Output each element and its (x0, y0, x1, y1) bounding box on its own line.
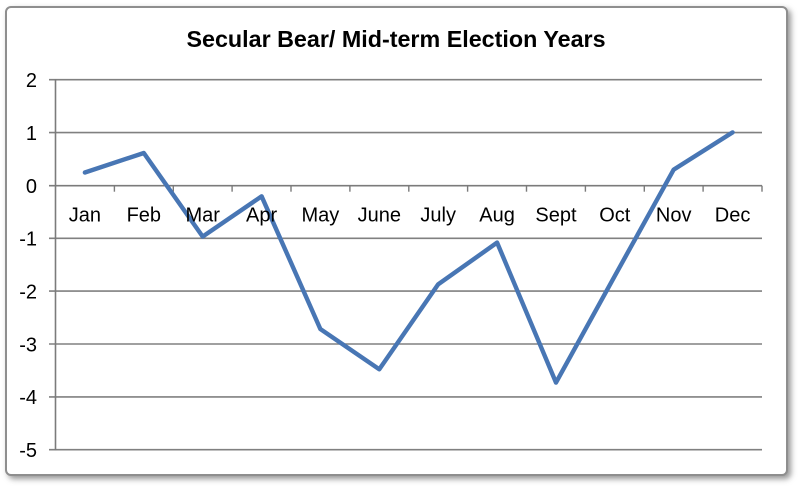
svg-text:-5: -5 (19, 440, 37, 462)
svg-text:-4: -4 (19, 387, 37, 409)
svg-text:Dec: Dec (715, 205, 751, 227)
svg-text:Feb: Feb (127, 205, 161, 227)
svg-text:June: June (358, 205, 401, 227)
svg-text:Aug: Aug (479, 205, 515, 227)
svg-text:-3: -3 (19, 334, 37, 356)
svg-text:1: 1 (26, 123, 37, 145)
svg-text:May: May (302, 205, 340, 227)
svg-text:2: 2 (26, 70, 37, 92)
svg-text:-2: -2 (19, 281, 37, 303)
svg-text:Mar: Mar (185, 205, 220, 227)
svg-text:0: 0 (26, 176, 37, 198)
svg-text:Apr: Apr (246, 205, 277, 227)
svg-text:Sept: Sept (535, 205, 577, 227)
svg-text:-1: -1 (19, 229, 37, 251)
svg-text:Jan: Jan (69, 205, 101, 227)
svg-text:Oct: Oct (599, 205, 631, 227)
svg-text:July: July (420, 205, 456, 227)
svg-text:Nov: Nov (656, 205, 692, 227)
svg-text:Secular Bear/ Mid-term Electio: Secular Bear/ Mid-term Election Years (186, 26, 605, 52)
